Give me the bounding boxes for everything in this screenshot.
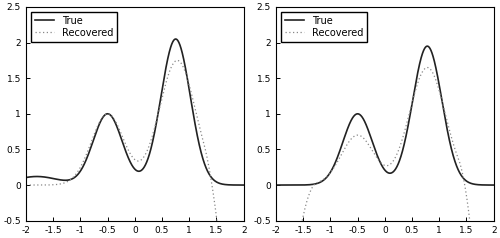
True: [273, 184, 279, 187]
Line: True: True: [26, 39, 244, 185]
Recovered: [194, 118, 200, 120]
Recovered: [129, 155, 135, 158]
True: [172, 38, 178, 40]
True: [240, 184, 246, 187]
True: [123, 151, 129, 154]
True: [23, 176, 29, 179]
Recovered: [424, 66, 430, 69]
True: [34, 175, 40, 178]
True: [129, 164, 135, 166]
Legend: True, Recovered: True, Recovered: [281, 12, 367, 42]
Recovered: [174, 59, 180, 62]
Legend: True, Recovered: True, Recovered: [31, 12, 117, 42]
Line: Recovered: Recovered: [276, 68, 494, 238]
True: [284, 184, 290, 187]
True: [490, 184, 496, 187]
True: [379, 164, 385, 167]
True: [194, 135, 200, 138]
Recovered: [34, 183, 40, 186]
Recovered: [379, 162, 385, 165]
Recovered: [444, 121, 450, 124]
True: [234, 183, 240, 186]
True: [484, 183, 490, 186]
Recovered: [23, 184, 29, 187]
True: [234, 183, 240, 186]
True: [373, 151, 379, 154]
True: [484, 183, 490, 186]
Recovered: [373, 155, 379, 158]
Recovered: [123, 144, 129, 147]
True: [424, 45, 430, 48]
Line: True: True: [276, 46, 494, 185]
Line: Recovered: Recovered: [26, 60, 244, 238]
True: [444, 130, 450, 133]
